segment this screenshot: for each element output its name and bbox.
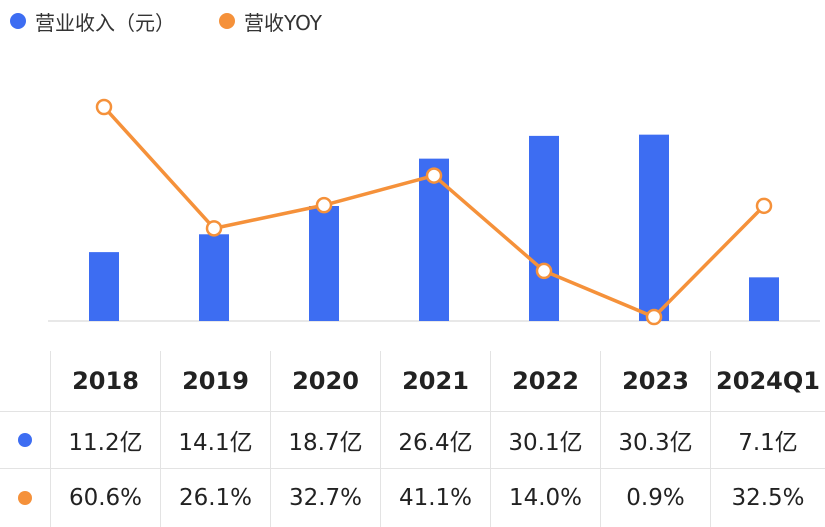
yoy-value-cell: 32.5% [710, 469, 825, 527]
revenue-value-cell: 14.1亿 [160, 412, 270, 468]
table-divider [0, 411, 825, 412]
yoy-point[interactable] [315, 196, 333, 214]
legend-item-revenue[interactable]: 营业收入（元） [10, 7, 175, 36]
yoy-point[interactable] [205, 220, 223, 237]
legend-swatch-revenue [10, 13, 26, 29]
revenue-bar[interactable] [199, 234, 229, 321]
revenue-value-cell: 30.1亿 [490, 412, 600, 468]
revenue-bar[interactable] [89, 252, 119, 321]
table-divider [0, 468, 825, 469]
yoy-point[interactable] [95, 98, 113, 116]
revenue-value-cell: 18.7亿 [270, 412, 380, 468]
yoy-value-cell: 14.0% [490, 469, 600, 527]
year-header-cell: 2020 [270, 351, 380, 411]
table-header-row: 2018 2019 2020 2021 2022 2023 2024Q1 [0, 351, 825, 411]
legend-label-revenue: 营业收入（元） [35, 10, 175, 35]
legend-label-yoy: 营收YOY [244, 10, 322, 35]
yoy-point[interactable] [425, 167, 443, 184]
revenue-bar[interactable] [529, 135, 559, 321]
yoy-value-cell: 32.7% [270, 469, 380, 527]
data-table: 2018 2019 2020 2021 2022 2023 2024Q1 11.2亿 14.1… [0, 351, 825, 527]
combo-chart [48, 98, 820, 326]
revenue-value-cell: 11.2亿 [50, 412, 160, 468]
table-row-yoy: 60.6% 26.1% 32.7% 41.1% 14.0% 0.9% 32.5% [0, 469, 825, 527]
legend-item-yoy[interactable]: 营收YOY [219, 7, 322, 36]
revenue-value-cell: 26.4亿 [380, 412, 490, 468]
revenue-bar[interactable] [309, 205, 339, 321]
year-header-cell: 2022 [490, 351, 600, 411]
row-marker-cell [0, 412, 50, 468]
corner-cell [0, 351, 50, 411]
year-header-cell: 2018 [50, 351, 160, 411]
yoy-value-cell: 60.6% [50, 469, 160, 527]
revenue-value-cell: 7.1亿 [710, 412, 825, 468]
year-header-cell: 2024Q1 [710, 351, 825, 411]
year-header-cell: 2019 [160, 351, 270, 411]
row-marker-dot [18, 433, 32, 447]
revenue-bar[interactable] [639, 134, 669, 321]
yoy-point[interactable] [755, 197, 773, 215]
legend: 营业收入（元） 营收YOY [10, 6, 366, 36]
yoy-value-cell: 41.1% [380, 469, 490, 527]
revenue-bars [89, 134, 779, 321]
table-row-revenue: 11.2亿 14.1亿 18.7亿 26.4亿 30.1亿 30.3亿 7.1亿 [0, 412, 825, 468]
yoy-value-cell: 0.9% [600, 469, 710, 527]
revenue-bar[interactable] [749, 277, 779, 321]
row-marker-cell [0, 469, 50, 527]
row-marker-dot [18, 491, 32, 505]
yoy-point[interactable] [645, 308, 663, 326]
year-header-cell: 2023 [600, 351, 710, 411]
yoy-points [95, 98, 773, 326]
revenue-value-cell: 30.3亿 [600, 412, 710, 468]
yoy-value-cell: 26.1% [160, 469, 270, 527]
legend-swatch-yoy [219, 13, 235, 29]
yoy-point[interactable] [535, 262, 553, 280]
year-header-cell: 2021 [380, 351, 490, 411]
